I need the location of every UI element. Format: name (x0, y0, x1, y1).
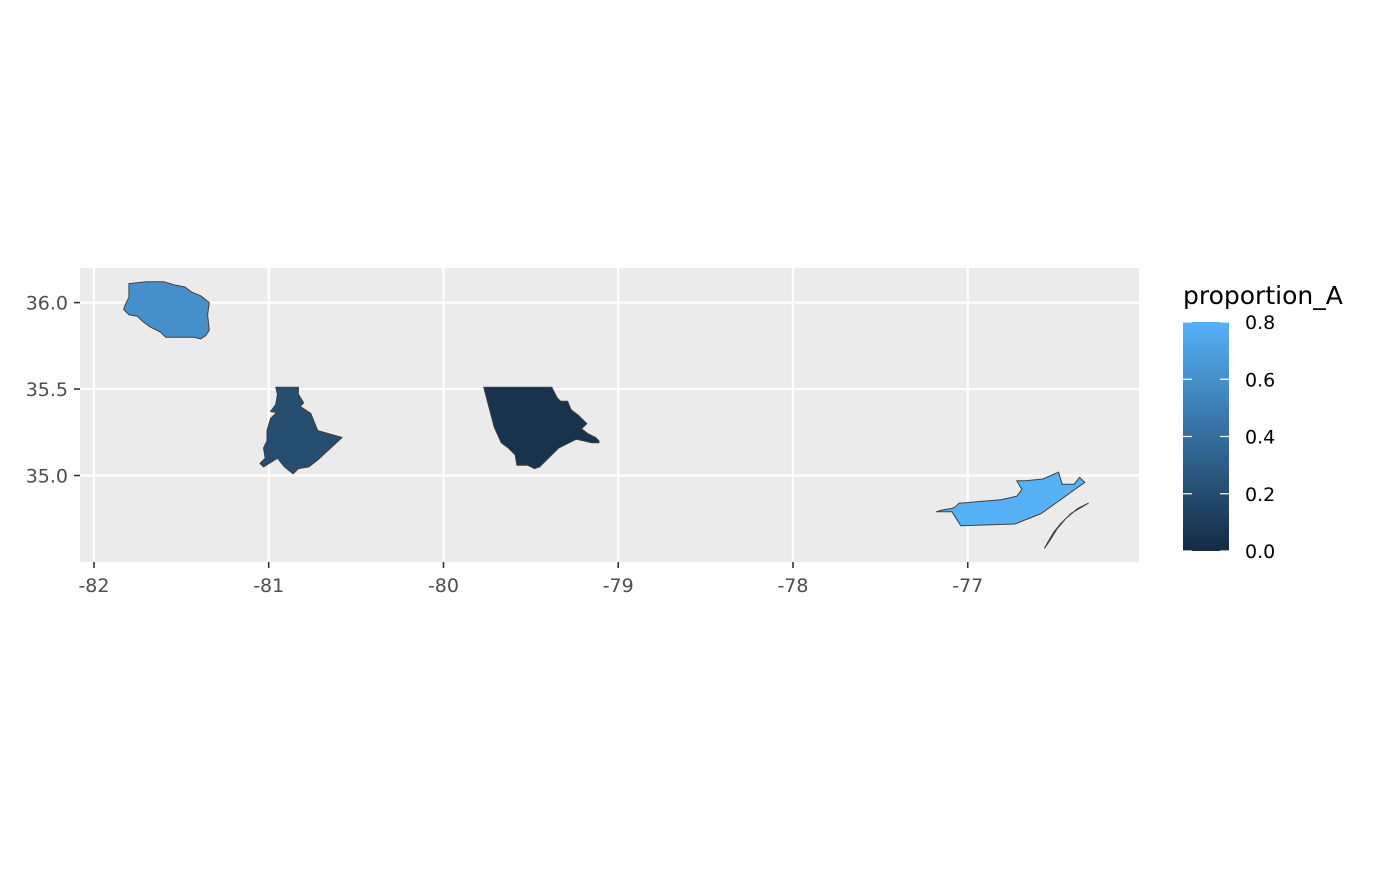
x-axis: -82 -81 -80 -79 -78 -77 (78, 562, 983, 597)
legend-tick-label-0: 0.0 (1245, 541, 1275, 563)
region-carteret-part-1 (1044, 502, 1089, 549)
x-tick-label-3: -79 (603, 575, 634, 597)
region-chatham (483, 386, 600, 470)
legend-tick-label-1: 0.2 (1245, 484, 1275, 506)
legend-tick-label-2: 0.4 (1245, 427, 1275, 449)
legend: proportion_A 0.0 0.2 0.4 0.6 0.8 (1183, 281, 1343, 563)
y-tick-label-1: 35.5 (26, 379, 68, 401)
y-axis: 35.0 35.5 36.0 (26, 293, 80, 488)
region-ashe (123, 281, 210, 340)
legend-title: proportion_A (1183, 281, 1343, 310)
x-tick-label-1: -81 (253, 575, 284, 597)
legend-ticks: 0.0 0.2 0.4 0.6 0.8 (1183, 312, 1275, 563)
x-tick-label-0: -82 (78, 575, 109, 597)
y-tick-label-2: 36.0 (26, 293, 68, 315)
region-cleveland (259, 386, 343, 475)
x-tick-label-4: -78 (777, 575, 808, 597)
legend-tick-label-4: 0.8 (1245, 312, 1275, 334)
x-tick-label-2: -80 (428, 575, 459, 597)
x-tick-label-5: -77 (952, 575, 983, 597)
y-tick-label-0: 35.0 (26, 466, 68, 488)
grid-lines (80, 268, 1139, 562)
region-carteret-part-0 (935, 471, 1086, 527)
legend-tick-label-3: 0.6 (1245, 369, 1275, 391)
map-regions (123, 281, 1089, 549)
